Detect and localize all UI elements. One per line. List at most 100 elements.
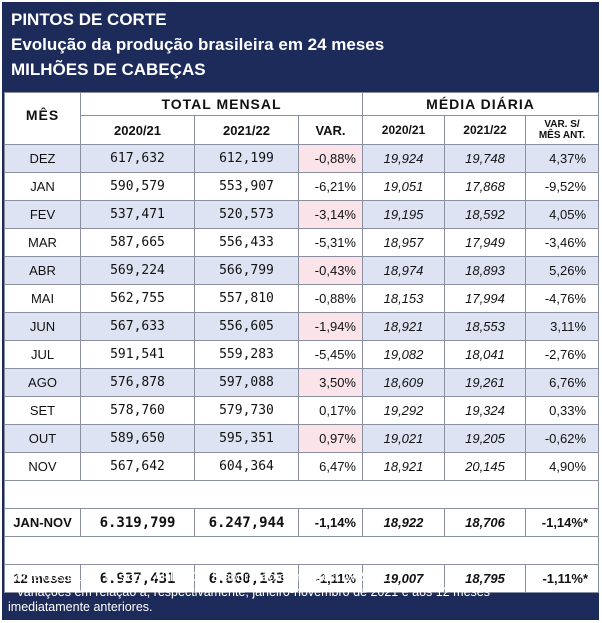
- daily-2021-cell: 19,082: [362, 340, 445, 369]
- media-diaria-group-header: MÉDIA DIÁRIA: [361, 92, 600, 116]
- var-cell: -0,88%: [298, 284, 363, 313]
- var-prev-cell: -9,52%: [524, 172, 600, 201]
- total-2021-cell: 591,541: [80, 340, 195, 369]
- total-2021-cell: 576,878: [80, 368, 195, 397]
- var-prev-cell: 5,26%: [524, 256, 600, 285]
- total-mensal-group-header: TOTAL MENSAL: [80, 92, 363, 116]
- daily-2122-cell: 18,592: [444, 200, 526, 229]
- table-row: MAR 587,665 556,433 -5,31% 18,957 17,949 -3,46…: [4, 228, 600, 257]
- summary-var-prev-cell: -1,14%*: [524, 508, 600, 537]
- daily-2122-cell: 19,324: [444, 396, 526, 425]
- var-cell: -0,43%: [298, 256, 363, 285]
- month-cell: NOV: [4, 452, 81, 481]
- spacer-cell: [3, 536, 600, 565]
- total-2122-cell: 595,351: [194, 424, 299, 453]
- var-cell: -1,94%: [298, 312, 363, 341]
- var-prev-cell: 3,11%: [524, 312, 600, 341]
- month-cell: ABR: [4, 256, 81, 285]
- total-2021-cell: 562,755: [80, 284, 195, 313]
- summary-row: 12 meses 6.937,431 6.860,143 -1,11% 19,007 18…: [4, 564, 600, 593]
- daily-2021-cell: 19,292: [362, 396, 445, 425]
- daily-2021-cell: 18,957: [362, 228, 445, 257]
- summary-daily-2122-cell: 18,795: [444, 564, 526, 593]
- table-row: FEV 537,471 520,573 -3,14% 19,195 18,592 4,05%: [4, 200, 600, 229]
- table-footer: Fonte dos dados básicos: APINCO - Elabor…: [2, 565, 599, 620]
- summary-var-prev-cell: -1,11%*: [524, 564, 600, 593]
- daily-2021-cell: 18,153: [362, 284, 445, 313]
- month-cell: AGO: [4, 368, 81, 397]
- daily-2122-cell: 18,041: [444, 340, 526, 369]
- daily-2122-cell: 19,205: [444, 424, 526, 453]
- daily-2021-cell: 18,974: [362, 256, 445, 285]
- summary-daily-2021-cell: 19,007: [362, 564, 445, 593]
- daily-year1-header: 2020/21: [362, 115, 445, 145]
- total-2122-cell: 556,433: [194, 228, 299, 257]
- table-row: MAI 562,755 557,810 -0,88% 18,153 17,994 -4,76…: [4, 284, 600, 313]
- table-row: SET 578,760 579,730 0,17% 19,292 19,324 0,33%: [4, 396, 600, 425]
- var-prev-header-line2: MÊS ANT.: [538, 130, 586, 141]
- total-year1-header: 2020/21: [80, 115, 195, 145]
- daily-2122-cell: 18,553: [444, 312, 526, 341]
- var-prev-cell: 6,76%: [524, 368, 600, 397]
- production-table: MÊS TOTAL MENSAL MÉDIA DIÁRIA 2020/21 20…: [3, 92, 600, 593]
- daily-2122-cell: 17,949: [444, 228, 526, 257]
- var-prev-cell: -2,76%: [524, 340, 600, 369]
- daily-2122-cell: 18,893: [444, 256, 526, 285]
- total-2122-cell: 553,907: [194, 172, 299, 201]
- month-cell: JUL: [4, 340, 81, 369]
- total-2021-cell: 567,642: [80, 452, 195, 481]
- daily-2021-cell: 18,609: [362, 368, 445, 397]
- table-row: JUN 567,633 556,605 -1,94% 18,921 18,553 3,11%: [4, 312, 600, 341]
- table-row: JAN 590,579 553,907 -6,21% 19,051 17,868 -9,52…: [4, 172, 600, 201]
- daily-2021-cell: 19,021: [362, 424, 445, 453]
- month-cell: MAI: [4, 284, 81, 313]
- month-cell: OUT: [4, 424, 81, 453]
- total-2122-cell: 612,199: [194, 144, 299, 173]
- total-2122-cell: 559,283: [194, 340, 299, 369]
- var-prev-cell: 4,37%: [524, 144, 600, 173]
- source-note: Fonte dos dados básicos: APINCO - Elabor…: [8, 570, 389, 584]
- table-row: AGO 576,878 597,088 3,50% 18,609 19,261 6,76%: [4, 368, 600, 397]
- total-2021-cell: 578,760: [80, 396, 195, 425]
- month-cell: JUN: [4, 312, 81, 341]
- summary-month-cell: 12 meses: [4, 564, 81, 593]
- table-row: DEZ 617,632 612,199 -0,88% 19,924 19,748 4,37%: [4, 144, 600, 173]
- var-prev-cell: 0,33%: [524, 396, 600, 425]
- summary-daily-2122-cell: 18,706: [444, 508, 526, 537]
- unit-label: MILHÕES DE CABEÇAS: [11, 60, 206, 79]
- var-cell: -3,14%: [298, 200, 363, 229]
- table-row: NOV 567,642 604,364 6,47% 18,921 20,145 4,90%: [4, 452, 600, 481]
- var-prev-month-header: VAR. S/ MÊS ANT.: [524, 115, 600, 145]
- table-row: JUL 591,541 559,283 -5,45% 19,082 18,041 -2,76…: [4, 340, 600, 369]
- total-2021-cell: 590,579: [80, 172, 195, 201]
- var-header: VAR.: [298, 115, 363, 145]
- var-prev-cell: 4,05%: [524, 200, 600, 229]
- table-header-band: PINTOS DE CORTE Evolução da produção bra…: [2, 2, 599, 91]
- daily-2021-cell: 19,924: [362, 144, 445, 173]
- daily-2122-cell: 17,994: [444, 284, 526, 313]
- month-cell: FEV: [4, 200, 81, 229]
- month-column-header: MÊS: [4, 92, 81, 145]
- total-2122-cell: 566,799: [194, 256, 299, 285]
- row-spacer: [3, 536, 600, 565]
- daily-2122-cell: 19,261: [444, 368, 526, 397]
- spacer-cell: [3, 480, 600, 509]
- month-cell: SET: [4, 396, 81, 425]
- var-prev-cell: -4,76%: [524, 284, 600, 313]
- var-prev-header-line1: VAR. S/: [544, 119, 580, 130]
- var-cell: -5,31%: [298, 228, 363, 257]
- var-cell: -0,88%: [298, 144, 363, 173]
- table-row: OUT 589,650 595,351 0,97% 19,021 19,205 -0,62%: [4, 424, 600, 453]
- footnote-line1: * Variações em relação a, respectivament…: [8, 585, 490, 599]
- month-cell: DEZ: [4, 144, 81, 173]
- summary-total-2021-cell: 6.319,799: [80, 508, 195, 537]
- daily-year2-header: 2021/22: [444, 115, 526, 145]
- total-2021-cell: 537,471: [80, 200, 195, 229]
- summary-daily-2021-cell: 18,922: [362, 508, 445, 537]
- daily-2122-cell: 17,868: [444, 172, 526, 201]
- var-cell: 6,47%: [298, 452, 363, 481]
- total-2021-cell: 567,633: [80, 312, 195, 341]
- var-cell: -6,21%: [298, 172, 363, 201]
- var-cell: 0,17%: [298, 396, 363, 425]
- var-cell: 3,50%: [298, 368, 363, 397]
